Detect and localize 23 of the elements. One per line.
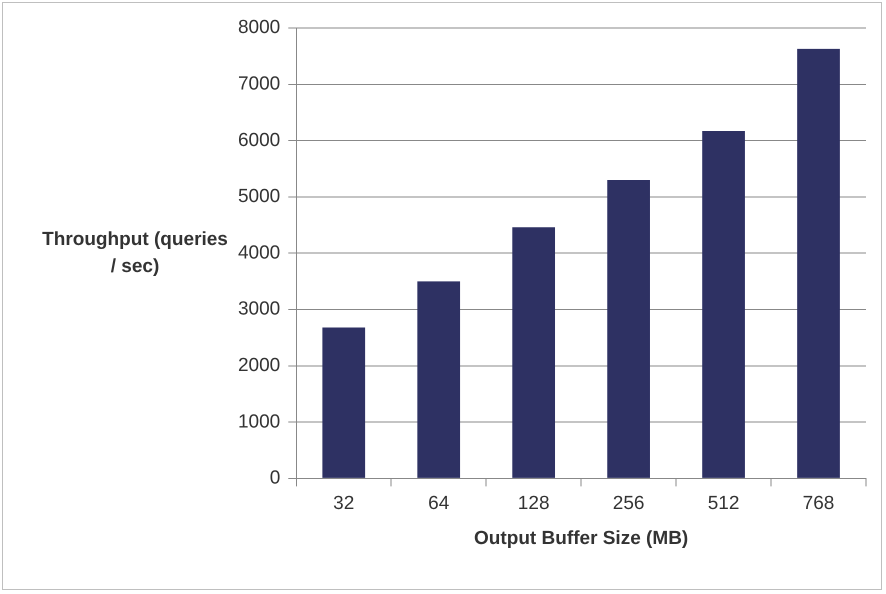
y-tick-label: 4000 — [238, 242, 280, 264]
bar — [512, 227, 556, 478]
y-tick-label: 1000 — [238, 411, 280, 432]
y-tick-label: 3000 — [238, 298, 280, 320]
x-tick-label: 256 — [612, 493, 644, 514]
bar — [322, 328, 366, 478]
x-tick-label: 512 — [708, 493, 740, 514]
x-tick-label: 32 — [333, 493, 354, 514]
y-tick-label: 0 — [270, 468, 280, 489]
x-axis-title: Output Buffer Size (MB) — [474, 528, 688, 549]
y-tick-label: 2000 — [238, 355, 280, 376]
x-tick-label: 64 — [428, 493, 450, 514]
y-tick-label: 8000 — [238, 17, 280, 38]
y-tick-label: 7000 — [238, 74, 280, 95]
y-axis-title: Throughput (queries / sec) — [41, 228, 229, 279]
bar — [702, 131, 745, 478]
x-tick-label: 128 — [518, 493, 550, 514]
bar — [797, 48, 840, 478]
y-tick-label: 5000 — [238, 186, 280, 208]
x-tick-label: 768 — [802, 493, 834, 514]
bar — [607, 180, 650, 478]
bar — [417, 281, 460, 478]
y-tick-label: 6000 — [238, 130, 280, 151]
